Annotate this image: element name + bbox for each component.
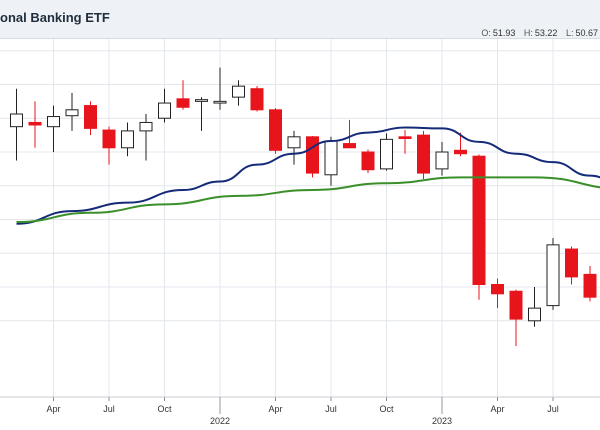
candle-down <box>176 98 190 108</box>
open-value: 51.93 <box>492 28 516 38</box>
x-tick-label: Jul <box>325 404 337 414</box>
candle-up <box>380 138 393 170</box>
candle-down <box>454 149 467 155</box>
x-tick-label: Jul <box>547 404 559 414</box>
candle-up <box>139 121 153 132</box>
candle-down <box>343 143 356 149</box>
x-year-label: 2023 <box>432 416 452 426</box>
candle-down <box>583 273 597 298</box>
candle-down <box>269 109 282 151</box>
candle-up <box>435 151 449 170</box>
candle-down <box>102 129 116 149</box>
low-value: 50.67 <box>575 28 598 38</box>
candle-up <box>232 85 245 98</box>
candle-down <box>491 284 504 295</box>
candle-up <box>47 116 60 128</box>
candle-up <box>287 136 301 149</box>
x-year-label: 2022 <box>210 416 230 426</box>
x-tick-label: Apr <box>268 404 282 414</box>
x-tick-label: Jul <box>103 404 115 414</box>
candle-down <box>84 105 97 129</box>
chart-title: onal Banking ETF <box>0 10 110 25</box>
candle-up <box>195 99 208 102</box>
candle-up <box>65 109 79 117</box>
ma-line-long <box>16 176 600 224</box>
candle-down <box>417 134 430 174</box>
candle-up <box>10 113 23 128</box>
high-label: H: <box>523 28 533 38</box>
candle-down <box>28 121 42 126</box>
candle-down <box>509 290 523 320</box>
ma-line-short <box>16 126 600 225</box>
candle-down <box>250 88 264 111</box>
x-tick-label: Apr <box>490 404 504 414</box>
candle-up <box>528 307 541 322</box>
candle-up <box>213 100 227 104</box>
candle-up <box>158 102 171 119</box>
candle-up <box>324 140 338 176</box>
candle-down <box>565 248 578 278</box>
x-tick-label: Apr <box>46 404 60 414</box>
candle-up <box>121 130 134 149</box>
chart-header <box>0 0 600 39</box>
x-tick-label: Oct <box>157 404 172 414</box>
ohlc-readout: O: 51.93 H: 53.22 L: 50.67 <box>475 28 598 38</box>
low-label: L: <box>565 28 574 38</box>
open-label: O: <box>481 28 491 38</box>
candle-down <box>361 151 375 171</box>
candle-down <box>472 155 486 286</box>
candle-up <box>546 244 560 307</box>
candle-down <box>398 136 412 139</box>
x-tick-label: Oct <box>379 404 394 414</box>
candle-down <box>306 136 319 174</box>
high-value: 53.22 <box>534 28 558 38</box>
